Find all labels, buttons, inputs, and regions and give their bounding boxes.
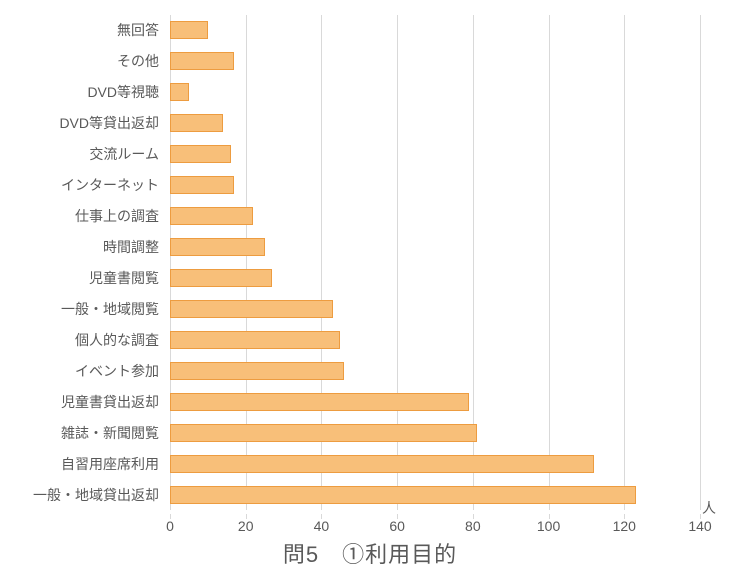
x-axis: 020406080100120140 [170, 510, 700, 540]
y-axis-labels: 無回答その他 DVD等視聴 DVD等貸出返却交流ルームインターネット仕事上の調査時間… [0, 15, 165, 510]
y-axis-category-label: イベント参加 [0, 362, 165, 380]
bar [170, 207, 253, 225]
bar [170, 114, 223, 132]
bar-row [170, 331, 340, 349]
bar [170, 176, 234, 194]
x-axis-tick-label: 120 [613, 518, 636, 534]
bar [170, 486, 636, 504]
y-axis-category-label: インターネット [0, 176, 165, 194]
chart-container: 無回答その他 DVD等視聴 DVD等貸出返却交流ルームインターネット仕事上の調査時間… [0, 0, 740, 575]
bar [170, 331, 340, 349]
bar-row [170, 114, 223, 132]
y-axis-category-label: 交流ルーム [0, 145, 165, 163]
bar-row [170, 486, 636, 504]
bar-row [170, 362, 344, 380]
bar-row [170, 238, 265, 256]
bar-row [170, 176, 234, 194]
y-axis-category-label: 個人的な調査 [0, 331, 165, 349]
bar [170, 300, 333, 318]
y-axis-category-label: 児童書閲覧 [0, 269, 165, 287]
y-axis-category-label: 雑誌・新聞閲覧 [0, 424, 165, 442]
y-axis-category-label: 一般・地域閲覧 [0, 300, 165, 318]
bar-row [170, 300, 333, 318]
x-axis-tick-label: 60 [389, 518, 405, 534]
bar-row [170, 145, 231, 163]
bar [170, 455, 594, 473]
bar [170, 424, 477, 442]
bar-row [170, 52, 234, 70]
y-axis-category-label: 無回答 [0, 21, 165, 39]
x-axis-tick-label: 0 [166, 518, 174, 534]
y-axis-category-label: 一般・地域貸出返却 [0, 486, 165, 504]
x-axis-tick-label: 100 [537, 518, 560, 534]
x-axis-tick-label: 140 [688, 518, 711, 534]
bar-row [170, 207, 253, 225]
bars-region [170, 15, 700, 510]
y-axis-category-label: 仕事上の調査 [0, 207, 165, 225]
axis-unit-label: 人 [702, 498, 716, 518]
bar [170, 52, 234, 70]
bar-row [170, 424, 477, 442]
gridline [700, 15, 701, 510]
bar [170, 145, 231, 163]
y-axis-category-label: 児童書貸出返却 [0, 393, 165, 411]
x-axis-tick-label: 80 [465, 518, 481, 534]
y-axis-category-label: 自習用座席利用 [0, 455, 165, 473]
y-axis-category-label: DVD等貸出返却 [0, 114, 165, 132]
bar-row [170, 269, 272, 287]
bar-row [170, 83, 189, 101]
x-axis-tick-label: 20 [238, 518, 254, 534]
bar-row [170, 21, 208, 39]
bar [170, 393, 469, 411]
y-axis-category-label: その他 [0, 52, 165, 70]
y-axis-category-label: 時間調整 [0, 238, 165, 256]
bar [170, 238, 265, 256]
bar [170, 269, 272, 287]
bar-row [170, 393, 469, 411]
bar [170, 362, 344, 380]
bar [170, 83, 189, 101]
bar [170, 21, 208, 39]
plot-area [170, 15, 700, 510]
x-axis-tick-label: 40 [314, 518, 330, 534]
bar-row [170, 455, 594, 473]
y-axis-category-label: DVD等視聴 [0, 83, 165, 101]
chart-title: 問5 ①利用目的 [0, 537, 740, 569]
